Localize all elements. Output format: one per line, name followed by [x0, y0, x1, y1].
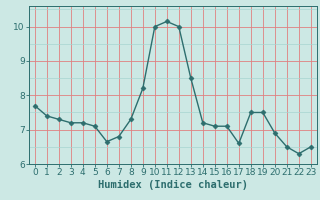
X-axis label: Humidex (Indice chaleur): Humidex (Indice chaleur) [98, 180, 248, 190]
